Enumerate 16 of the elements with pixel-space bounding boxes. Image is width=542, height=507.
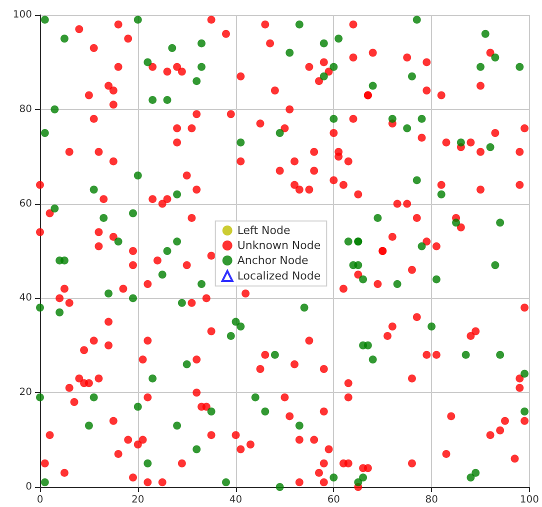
legend-label: Localized Node — [237, 270, 321, 282]
x-tick-label: 0 — [36, 494, 44, 506]
y-tick-label: 80 — [19, 104, 32, 115]
y-tick-label: 60 — [19, 198, 32, 210]
y-tick-label: 100 — [12, 10, 32, 20]
x-tick-label: 80 — [425, 494, 438, 506]
x-tick-label: 40 — [229, 494, 242, 506]
y-tick-label: 20 — [19, 387, 32, 398]
legend-label: Left Node — [237, 224, 290, 237]
y-tick-label: 40 — [19, 292, 32, 304]
legend-label: Anchor Node — [237, 254, 309, 267]
y-tick-label: 0 — [26, 482, 32, 492]
x-tick-label: 100 — [520, 494, 540, 506]
x-tick-label: 20 — [132, 494, 144, 506]
x-tick-label: 60 — [327, 494, 340, 506]
legend-label: Unknown Node — [237, 239, 321, 252]
